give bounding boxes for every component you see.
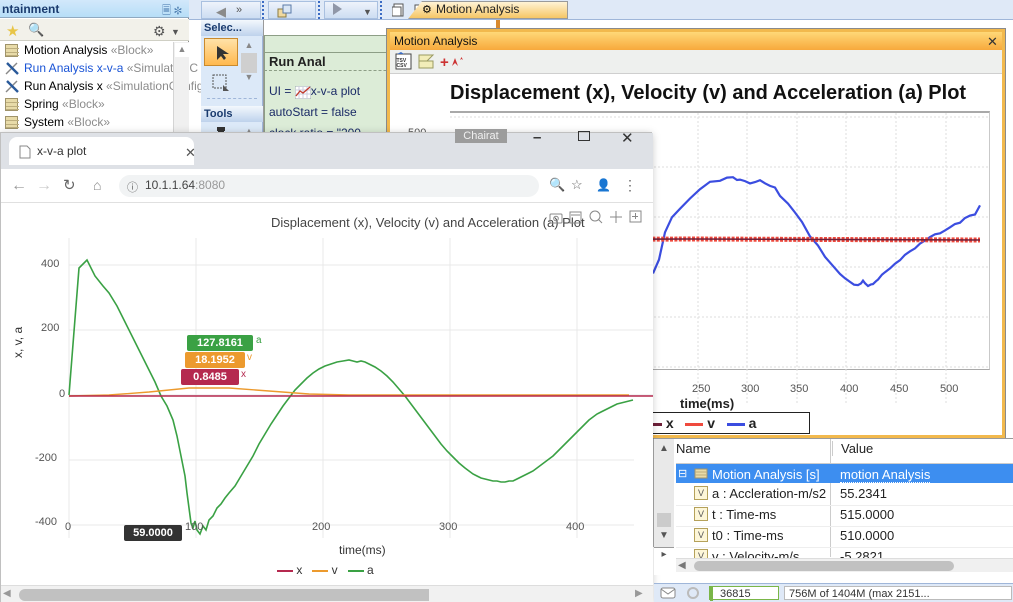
svg-text:CSV: CSV [397, 63, 408, 69]
